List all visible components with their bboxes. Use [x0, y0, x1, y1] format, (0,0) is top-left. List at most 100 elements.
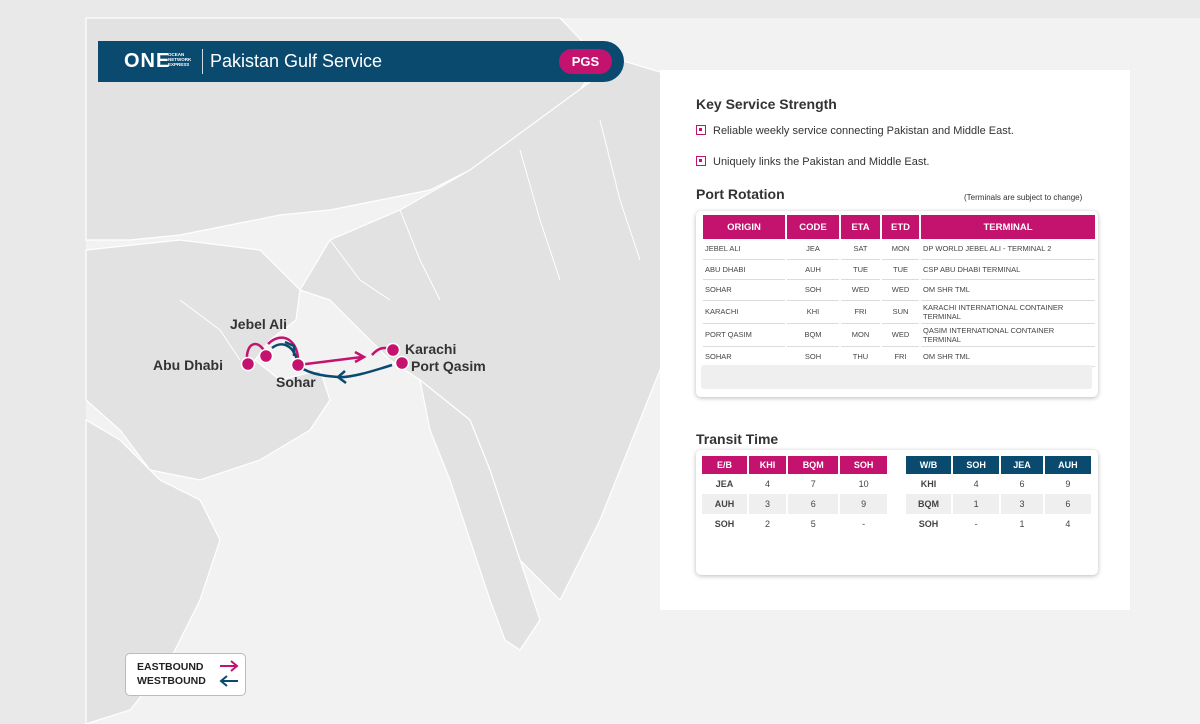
port-marker-karachi	[385, 342, 401, 358]
land-africa	[85, 418, 221, 724]
cell-terminal: QASIM INTERNATIONAL CONTAINER TERMINAL	[921, 324, 1095, 347]
col-header: AUH	[1044, 456, 1091, 474]
cell-eta: THU	[841, 347, 880, 367]
col-header: BQM	[788, 456, 839, 474]
cell-eta: FRI	[841, 301, 880, 324]
cell-terminal: DP WORLD JEBEL ALI - TERMINAL 2	[921, 239, 1095, 260]
cell-origin: AUH	[702, 494, 747, 514]
col-header: TERMINAL	[921, 215, 1095, 239]
cell-origin: JEBEL ALI	[703, 239, 785, 260]
port-label-jebel-ali: Jebel Ali	[230, 316, 288, 332]
cell-days: -	[862, 519, 866, 529]
legend-westbound-label: WESTBOUND	[137, 675, 206, 687]
col-header: W/B	[906, 456, 951, 474]
cell-origin: SOH	[918, 519, 939, 529]
cell-days: 2	[765, 519, 771, 529]
table-row: PORT QASIM BQM MON WED QASIM INTERNATION…	[703, 324, 1095, 347]
cell-origin: SOH	[714, 519, 735, 529]
cell-terminal: CSP ABU DHABI TERMINAL	[921, 260, 1095, 280]
port-rotation-title: Port Rotation	[696, 186, 785, 202]
cell-origin: SOHAR	[703, 280, 785, 301]
eastbound-transit-table: E/B KHI BQM SOH JEA 4 7 10 AUH 3 6 9 SOH…	[700, 456, 889, 534]
cell-days: 6	[1019, 479, 1025, 489]
cell-days: 6	[788, 494, 839, 514]
cell-days: 4	[765, 479, 771, 489]
transit-time-title: Transit Time	[696, 431, 779, 447]
cell-eta: MON	[841, 324, 880, 347]
port-rotation-table: ORIGIN CODE ETA ETD TERMINAL JEBEL ALI J…	[701, 215, 1097, 367]
cell-terminal: KARACHI INTERNATIONAL CONTAINER TERMINAL	[921, 301, 1095, 324]
cell-terminal: OM SHR TML	[921, 347, 1095, 367]
westbound-transit-table: W/B SOH JEA AUH KHI 4 6 9 BQM 1 3 6 SOH …	[904, 456, 1093, 534]
cell-terminal: OM SHR TML	[921, 280, 1095, 301]
port-marker-port-qasim	[394, 355, 410, 371]
service-title: Pakistan Gulf Service	[210, 51, 383, 71]
cell-eta: SAT	[841, 239, 880, 260]
cell-origin: ABU DHABI	[703, 260, 785, 280]
cell-code: KHI	[787, 301, 839, 324]
cell-code: SOH	[787, 280, 839, 301]
cell-eta: WED	[841, 280, 880, 301]
col-header: ETD	[882, 215, 919, 239]
bullet-icon	[696, 125, 706, 135]
terminals-note: (Terminals are subject to change)	[964, 193, 1083, 202]
service-header: ONE OCEAN NETWORK EXPRESS Pakistan Gulf …	[98, 41, 624, 82]
strength-item: Uniquely links the Pakistan and Middle E…	[696, 156, 929, 168]
col-header: JEA	[1001, 456, 1043, 474]
transit-time-card: E/B KHI BQM SOH JEA 4 7 10 AUH 3 6 9 SOH…	[696, 450, 1098, 575]
col-header: SOH	[840, 456, 887, 474]
cell-days: 10	[858, 479, 869, 489]
port-label-sohar: Sohar	[276, 374, 316, 390]
table-row: JEBEL ALI JEA SAT MON DP WORLD JEBEL ALI…	[703, 239, 1095, 260]
cell-etd: WED	[882, 324, 919, 347]
land-india	[419, 378, 541, 651]
col-header: ETA	[841, 215, 880, 239]
cell-code: AUH	[787, 260, 839, 280]
cell-etd: FRI	[882, 347, 919, 367]
port-label-abu-dhabi: Abu Dhabi	[153, 357, 223, 373]
col-header: CODE	[787, 215, 839, 239]
bullet-icon	[696, 156, 706, 166]
port-rotation-card: ORIGIN CODE ETA ETD TERMINAL JEBEL ALI J…	[696, 211, 1098, 397]
one-logo-subtitle: OCEAN NETWORK EXPRESS	[168, 52, 192, 67]
arrow-right-icon	[220, 660, 239, 672]
strength-item-text: Reliable weekly service connecting Pakis…	[713, 125, 1014, 137]
table-row: SOHAR SOH THU FRI OM SHR TML	[703, 347, 1095, 367]
table-row: KARACHI KHI FRI SUN KARACHI INTERNATIONA…	[703, 301, 1095, 324]
col-header: ORIGIN	[703, 215, 785, 239]
cell-etd: TUE	[882, 260, 919, 280]
cell-days: 3	[749, 494, 787, 514]
table-row: SOHAR SOH WED WED OM SHR TML	[703, 280, 1095, 301]
key-strength-title: Key Service Strength	[696, 96, 837, 112]
col-header: E/B	[702, 456, 747, 474]
legend-eastbound-label: EASTBOUND	[137, 661, 204, 673]
one-logo: ONE	[124, 50, 171, 72]
table-row: BQM 1 3 6	[906, 494, 1091, 514]
port-marker-sohar	[290, 357, 306, 373]
port-marker-abu-dhabi	[240, 356, 256, 372]
table-row: SOH 2 5 -	[702, 514, 887, 534]
cell-days: 1	[953, 494, 1000, 514]
port-marker-jebel-ali	[258, 348, 274, 364]
cell-origin: KHI	[920, 479, 937, 489]
cell-days: 6	[1044, 494, 1091, 514]
cell-etd: MON	[882, 239, 919, 260]
header-divider	[202, 49, 203, 74]
cell-origin: PORT QASIM	[703, 324, 785, 347]
table-row: KHI 4 6 9	[906, 474, 1091, 494]
service-code-badge: PGS	[559, 49, 612, 74]
land-arabia	[85, 239, 331, 481]
cell-days: 9	[1065, 479, 1071, 489]
table-row: SOH - 1 4	[906, 514, 1091, 534]
cell-origin: BQM	[906, 494, 951, 514]
cell-code: BQM	[787, 324, 839, 347]
cell-days: 5	[810, 519, 816, 529]
col-header: SOH	[953, 456, 1000, 474]
cell-days: 9	[840, 494, 887, 514]
port-label-port-qasim: Port Qasim	[411, 358, 486, 374]
cell-days: 4	[973, 479, 979, 489]
cell-etd: WED	[882, 280, 919, 301]
cell-days: 4	[1065, 519, 1071, 529]
cell-code: SOH	[787, 347, 839, 367]
cell-origin: JEA	[715, 479, 734, 489]
